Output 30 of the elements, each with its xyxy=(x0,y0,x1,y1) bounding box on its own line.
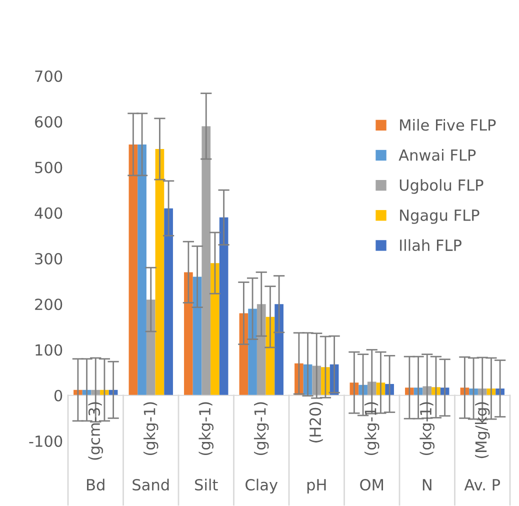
x-tick-label: Av. P xyxy=(464,479,500,490)
x-tick-label: N xyxy=(422,479,432,490)
y-tick-label: 700 xyxy=(35,70,62,82)
x-tick-label: OM xyxy=(360,478,383,491)
y-tick-label: 0 xyxy=(54,390,62,402)
annotation: (gcm-3) xyxy=(88,402,104,460)
x-tick-label: Bd xyxy=(87,478,104,491)
y-tick-label: 100 xyxy=(36,344,62,356)
x-tick-label: Clay xyxy=(246,478,278,494)
legend-label: Anwai FLP xyxy=(398,149,476,161)
annotation: (H20) xyxy=(309,402,323,442)
annotation: (gkg-1) xyxy=(254,402,269,456)
annotation: (gkg-1) xyxy=(364,402,380,456)
y-tick-label: 300 xyxy=(35,252,62,265)
annotation: (gkg-1) xyxy=(420,402,435,456)
y-tick-label: 500 xyxy=(35,162,62,174)
x-tick-label: Sand xyxy=(132,478,169,491)
legend-label: Ugbolu FLP xyxy=(400,179,484,194)
x-tick-label: pH xyxy=(307,479,326,494)
annotation: (Mg/kg) xyxy=(474,402,490,458)
annotation: (gkg-1) xyxy=(143,402,158,456)
y-tick-label: 200 xyxy=(35,298,62,310)
y-tick-label: -100 xyxy=(29,435,62,448)
y-tick-label: 400 xyxy=(34,207,62,219)
legend-label: Illah FLP xyxy=(400,239,462,252)
x-tick-label: Silt xyxy=(195,478,218,491)
legend-label: Mile Five FLP xyxy=(400,118,496,131)
y-tick-label: 600 xyxy=(35,116,62,128)
annotation: (gkg-1) xyxy=(198,402,214,456)
legend-label: Ngagu FLP xyxy=(400,210,480,224)
